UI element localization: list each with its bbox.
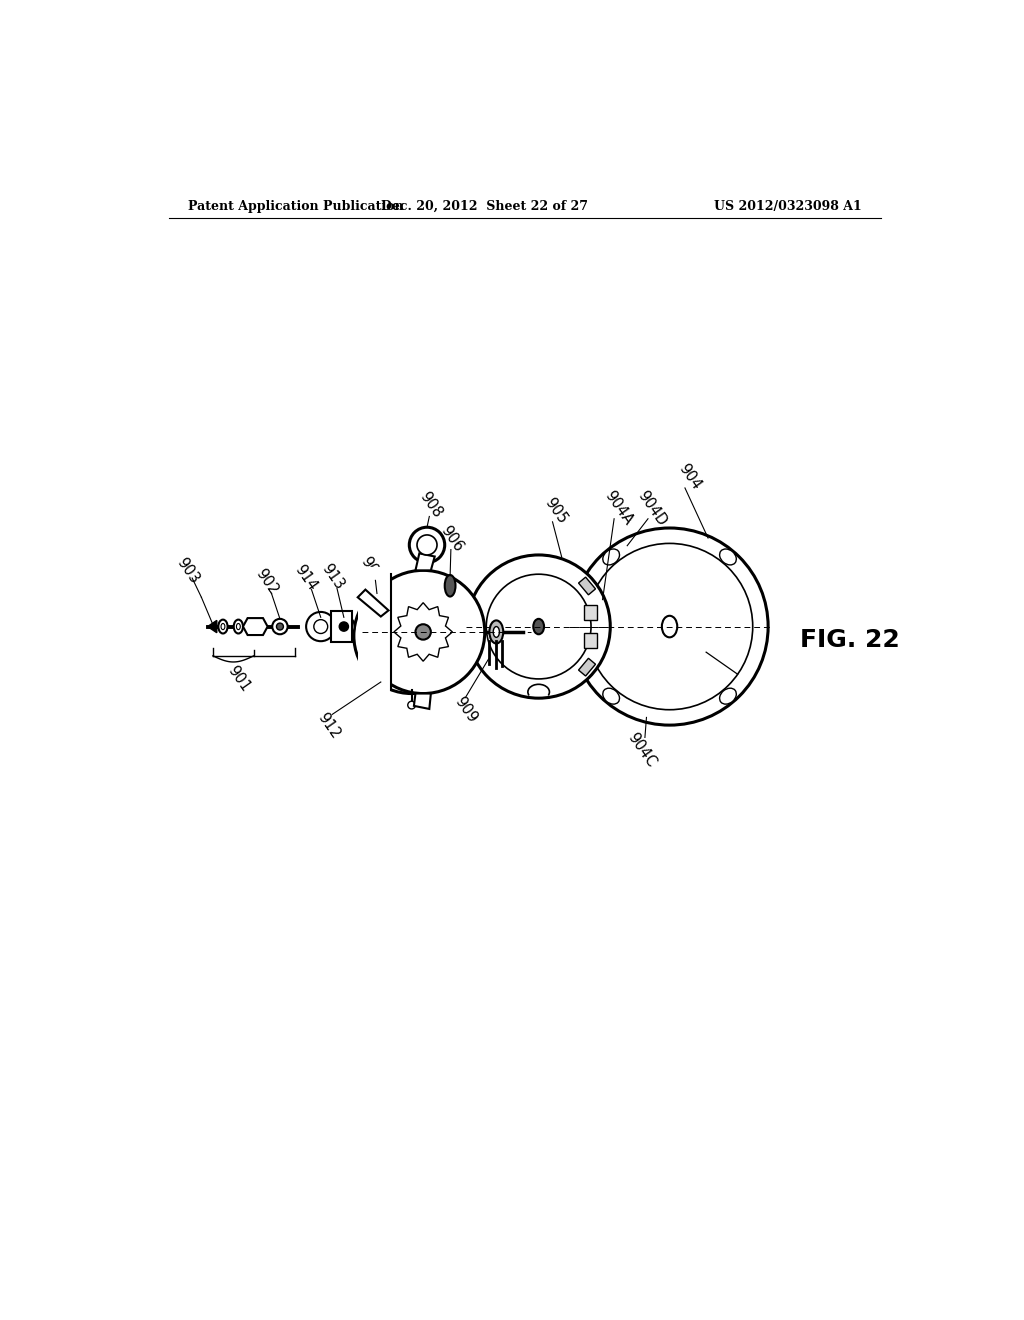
- Text: 907: 907: [357, 554, 386, 586]
- Ellipse shape: [720, 688, 736, 704]
- Ellipse shape: [603, 688, 620, 704]
- Text: 904D: 904D: [635, 487, 670, 528]
- Text: FIG. 22: FIG. 22: [801, 627, 900, 652]
- Circle shape: [313, 619, 328, 634]
- Text: 914: 914: [292, 562, 321, 594]
- Bar: [585, 605, 597, 620]
- Text: Patent Application Publication: Patent Application Publication: [188, 199, 403, 213]
- Ellipse shape: [444, 576, 456, 597]
- Text: 905: 905: [542, 495, 569, 527]
- Text: 909: 909: [452, 694, 479, 726]
- Circle shape: [407, 615, 440, 649]
- Text: 913: 913: [318, 561, 346, 593]
- Text: 906: 906: [437, 523, 466, 554]
- Circle shape: [408, 701, 416, 709]
- Text: 902: 902: [253, 566, 281, 598]
- Text: 904A: 904A: [602, 488, 636, 528]
- Circle shape: [354, 578, 469, 693]
- Ellipse shape: [237, 623, 241, 630]
- Circle shape: [306, 612, 336, 642]
- Ellipse shape: [720, 549, 736, 565]
- Text: US 2012/0323098 A1: US 2012/0323098 A1: [715, 199, 862, 213]
- Polygon shape: [357, 590, 388, 616]
- Circle shape: [361, 570, 484, 693]
- Circle shape: [417, 535, 437, 554]
- Circle shape: [333, 615, 354, 638]
- Text: Dec. 20, 2012  Sheet 22 of 27: Dec. 20, 2012 Sheet 22 of 27: [381, 199, 588, 213]
- Text: 908: 908: [417, 490, 445, 520]
- Text: 901: 901: [224, 663, 253, 694]
- Polygon shape: [416, 553, 435, 570]
- Ellipse shape: [233, 619, 243, 634]
- Circle shape: [467, 554, 610, 698]
- Ellipse shape: [489, 620, 503, 644]
- Ellipse shape: [534, 619, 544, 635]
- Text: 903: 903: [173, 554, 202, 586]
- Ellipse shape: [494, 627, 500, 638]
- Circle shape: [339, 622, 348, 631]
- Polygon shape: [394, 603, 453, 661]
- Bar: [357, 566, 390, 697]
- Polygon shape: [579, 577, 596, 595]
- Circle shape: [571, 528, 768, 725]
- Bar: [331, 611, 352, 642]
- Bar: [585, 632, 597, 648]
- Polygon shape: [579, 659, 596, 676]
- Circle shape: [416, 624, 431, 640]
- Circle shape: [410, 527, 444, 562]
- Polygon shape: [208, 620, 217, 632]
- Ellipse shape: [662, 615, 677, 638]
- Circle shape: [587, 544, 753, 710]
- Ellipse shape: [276, 623, 284, 630]
- Text: 904C: 904C: [625, 730, 658, 770]
- Text: 904: 904: [676, 462, 703, 492]
- Ellipse shape: [272, 619, 288, 635]
- Polygon shape: [414, 693, 431, 709]
- Circle shape: [373, 597, 451, 675]
- Ellipse shape: [221, 623, 225, 630]
- Text: 912: 912: [315, 710, 343, 742]
- Circle shape: [486, 574, 591, 678]
- Ellipse shape: [218, 619, 227, 634]
- Polygon shape: [243, 618, 267, 635]
- Ellipse shape: [603, 549, 620, 565]
